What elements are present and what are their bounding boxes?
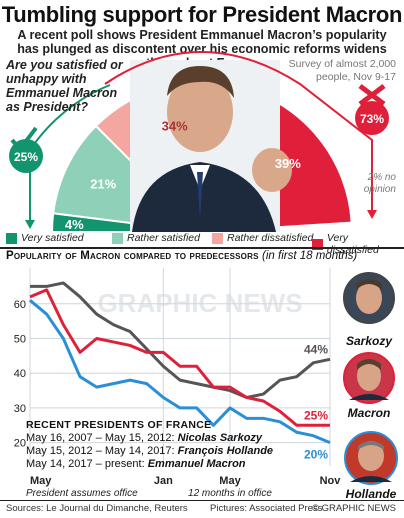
series-line-macron [29, 288, 330, 427]
legend-swatch [212, 232, 223, 244]
page-subtitle: A recent poll shows President Emmanuel M… [17, 28, 387, 70]
x-tick-label: May [219, 475, 241, 487]
legend-swatch [112, 232, 123, 244]
sources: Sources: Le Journal du Dimanche, Reuters [6, 503, 188, 514]
x-tick-label: Jan [154, 475, 173, 487]
satisfaction-gauge: 4% 21% 34% 39% 25% 73% [9, 51, 389, 232]
legend-very-satisfied: Very satisfied [6, 232, 84, 244]
hollande-photo [344, 431, 398, 485]
unhappy-total-badge: 73% [355, 84, 389, 135]
president-row: May 14, 2017 – present: Emmanuel Macron [26, 458, 326, 471]
svg-text:25%: 25% [14, 150, 38, 164]
satisfied-total-badge: 25% [9, 126, 43, 173]
x-tick-note: 12 months in office [188, 488, 272, 499]
legend: Very satisfied Rather satisfied Rather d… [6, 232, 402, 256]
unhappy-arrow [104, 51, 373, 212]
presidents-box: RECENT PRESIDENTS OF FRANCE May 16, 2007… [26, 419, 326, 471]
end-label-macron: 25% [304, 408, 328, 422]
no-opinion-note: 2% no opinion [363, 172, 396, 195]
legend-label: Rather dissatisfied [227, 232, 314, 244]
label-sarkozy: Sarkozy [345, 334, 393, 348]
president-row: May 16, 2007 – May 15, 2012: Nicolas Sar… [26, 432, 326, 445]
president-name: Emmanuel Macron [147, 458, 246, 470]
picture-credit: Pictures: Associated Press [210, 503, 323, 514]
legend-rather-satisfied: Rather satisfied [112, 232, 200, 244]
y-tick-label: 20 [14, 438, 26, 450]
footer-divider [0, 500, 404, 501]
x-tick-label: Nov [320, 475, 342, 487]
series-line-sarkozy [30, 281, 331, 400]
president-dates: May 15, 2012 – May 14, 2017: [26, 445, 175, 457]
macron-photo [343, 352, 395, 404]
gauge-value-label: 34% [162, 118, 188, 133]
end-label-hollande: 20% [304, 448, 328, 462]
watermark: GRAPHIC NEWS [97, 288, 302, 318]
line-chart-title-note: (in first 18 months) [262, 250, 358, 262]
label-hollande: Hollande [345, 487, 397, 501]
divider [0, 247, 404, 249]
president-row: May 15, 2012 – May 14, 2017: François Ho… [26, 445, 326, 458]
sarkozy-photo [343, 272, 395, 324]
y-tick-label: 30 [14, 403, 26, 415]
line-chart-title: Popularity of Macron compared to predece… [6, 250, 357, 262]
end-label-sarkozy: 44% [304, 342, 328, 356]
macron-portrait [130, 60, 292, 232]
series-line-hollande [29, 299, 331, 445]
gauge-value-label: 4% [65, 217, 84, 232]
legend-label: Very satisfied [21, 232, 84, 244]
gauge-value-label: 21% [90, 177, 116, 192]
president-dates: May 16, 2007 – May 15, 2012: [26, 432, 175, 444]
x-tick-label: May [30, 475, 52, 487]
copyright: © GRAPHIC NEWS [311, 503, 396, 514]
y-tick-label: 40 [14, 368, 26, 380]
label-macron: Macron [347, 406, 391, 420]
y-tick-label: 60 [14, 299, 26, 311]
y-tick-label: 50 [14, 333, 26, 345]
survey-question: Are you satisfied or unhappy with Emmanu… [6, 58, 123, 114]
legend-rather-dissatisfied: Rather dissatisfied [212, 232, 313, 244]
presidents-heading: RECENT PRESIDENTS OF FRANCE [26, 419, 212, 431]
svg-text:73%: 73% [360, 112, 384, 126]
legend-swatch [6, 232, 17, 244]
gauge-value-label: 39% [275, 156, 301, 171]
x-tick-note: President assumes office [26, 488, 138, 499]
page-title: Tumbling support for President Macron [1, 2, 403, 27]
line-chart-title-text: Popularity of Macron compared to predece… [6, 250, 259, 262]
president-name: Nicolas Sarkozy [177, 432, 263, 444]
survey-note: Survey of almost 2,000 people, Nov 9-17 [288, 58, 396, 83]
legend-label: Rather satisfied [127, 232, 200, 244]
president-name: François Hollande [177, 445, 274, 457]
president-dates: May 14, 2017 – present: [26, 458, 145, 470]
legend-swatch [312, 238, 323, 250]
